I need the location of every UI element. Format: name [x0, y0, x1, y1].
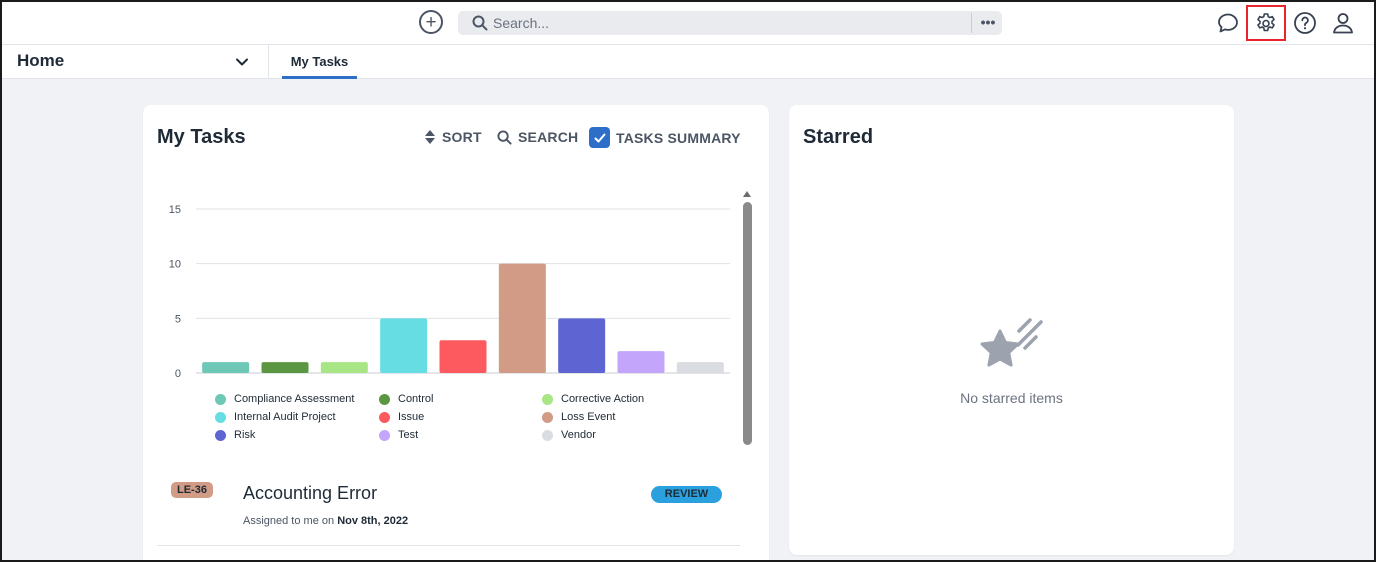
more-options-button[interactable]: ••• [980, 14, 996, 30]
chart-bar-vendor[interactable] [676, 362, 724, 373]
legend-swatch [215, 393, 226, 405]
task-assigned-meta: Assigned to me on Nov 8th, 2022 [243, 515, 408, 527]
legend-label: Compliance Assessment [234, 393, 355, 405]
checkmark-icon [594, 133, 605, 142]
scroll-up-arrow[interactable] [743, 191, 751, 197]
legend-item[interactable]: Internal Audit Project [215, 411, 336, 423]
legend-swatch [542, 429, 553, 441]
nav-divider [268, 45, 269, 79]
tab-my-tasks[interactable]: My Tasks [282, 45, 357, 79]
starred-empty-text: No starred items [960, 390, 1063, 406]
legend-label: Loss Event [561, 411, 616, 423]
legend-item[interactable]: Vendor [542, 429, 596, 441]
task-assigned-prefix: Assigned to me on [243, 515, 335, 527]
chart-bar-risk[interactable] [558, 318, 606, 373]
legend-swatch [542, 411, 553, 423]
global-search: ••• [458, 11, 1002, 35]
chart-bar-test[interactable] [617, 351, 665, 373]
chart-bar-issue[interactable] [439, 340, 487, 373]
y-tick-label: 15 [169, 204, 181, 216]
legend-item[interactable]: Corrective Action [542, 393, 644, 405]
chart-bar-control[interactable] [261, 362, 309, 373]
legend-swatch [215, 429, 226, 441]
legend-item[interactable]: Test [379, 429, 418, 441]
task-assigned-date: Nov 8th, 2022 [337, 515, 409, 527]
settings-highlight-box [1246, 5, 1286, 41]
sort-label: SORT [442, 129, 482, 145]
starred-card: Starred No starred items [789, 105, 1234, 555]
starred-title: Starred [803, 126, 874, 148]
legend-swatch [542, 393, 553, 405]
task-divider [157, 545, 740, 546]
tasks-summary-label: TASKS SUMMARY [616, 129, 741, 146]
tasks-summary-toggle[interactable]: TASKS SUMMARY [589, 127, 741, 148]
sort-button[interactable]: SORT [424, 129, 482, 145]
legend-item[interactable]: Risk [215, 429, 255, 441]
y-tick-label: 0 [175, 368, 181, 380]
legend-label: Risk [234, 429, 256, 441]
chart-bar-loss-event[interactable] [498, 263, 546, 373]
chat-bubble-icon[interactable] [1216, 11, 1240, 35]
search-label: SEARCH [518, 129, 579, 145]
legend-item[interactable]: Loss Event [542, 411, 615, 423]
top-bar: + ••• [0, 0, 1376, 45]
search-input[interactable] [493, 13, 963, 33]
search-icon [497, 129, 512, 145]
legend-label: Test [398, 429, 419, 441]
search-divider [971, 13, 972, 33]
search-tasks-button[interactable]: SEARCH [497, 129, 578, 145]
chart-bar-internal-audit-project[interactable] [380, 318, 428, 373]
task-id-badge: LE-36 [171, 482, 213, 498]
legend-item[interactable]: Issue [379, 411, 424, 423]
chart-bar-corrective-action[interactable] [320, 362, 368, 373]
task-title[interactable]: Accounting Error [243, 483, 378, 503]
my-tasks-title: My Tasks [157, 126, 246, 148]
tasks-bar-chart: 0 5 10 15 [169, 204, 730, 380]
user-icon[interactable] [1331, 11, 1355, 35]
legend-swatch [379, 411, 390, 423]
legend-item[interactable]: Compliance Assessment [215, 393, 354, 405]
chevron-down-icon[interactable] [234, 54, 250, 70]
plus-circle-icon[interactable]: + [419, 10, 443, 34]
y-tick-label: 5 [175, 313, 181, 325]
status-badge: REVIEW [651, 486, 722, 503]
nav-bar: Home My Tasks [0, 45, 1376, 79]
chart-bar-compliance-assessment[interactable] [202, 362, 250, 373]
legend-label: Internal Audit Project [234, 411, 336, 423]
legend-label: Issue [398, 411, 425, 423]
legend-swatch [379, 393, 390, 405]
legend-label: Control [398, 393, 434, 405]
my-tasks-card: My Tasks SORT SEARCH TASKS SUMMARY 0 5 10 1… [143, 105, 769, 562]
y-tick-label: 10 [169, 259, 181, 271]
legend-label: Vendor [561, 429, 596, 441]
page-title: Home [17, 51, 65, 70]
legend-label: Corrective Action [561, 393, 645, 405]
legend-swatch [215, 411, 226, 423]
search-icon [472, 15, 488, 31]
scrollbar-thumb[interactable] [743, 202, 752, 445]
sort-icon [425, 130, 435, 144]
shooting-star-icon [980, 318, 1043, 367]
tasks-summary-checkbox[interactable] [589, 127, 610, 148]
help-circle-icon[interactable] [1293, 11, 1317, 35]
legend-swatch [379, 429, 390, 441]
legend-item[interactable]: Control [379, 393, 433, 405]
gear-icon[interactable] [1254, 11, 1278, 35]
